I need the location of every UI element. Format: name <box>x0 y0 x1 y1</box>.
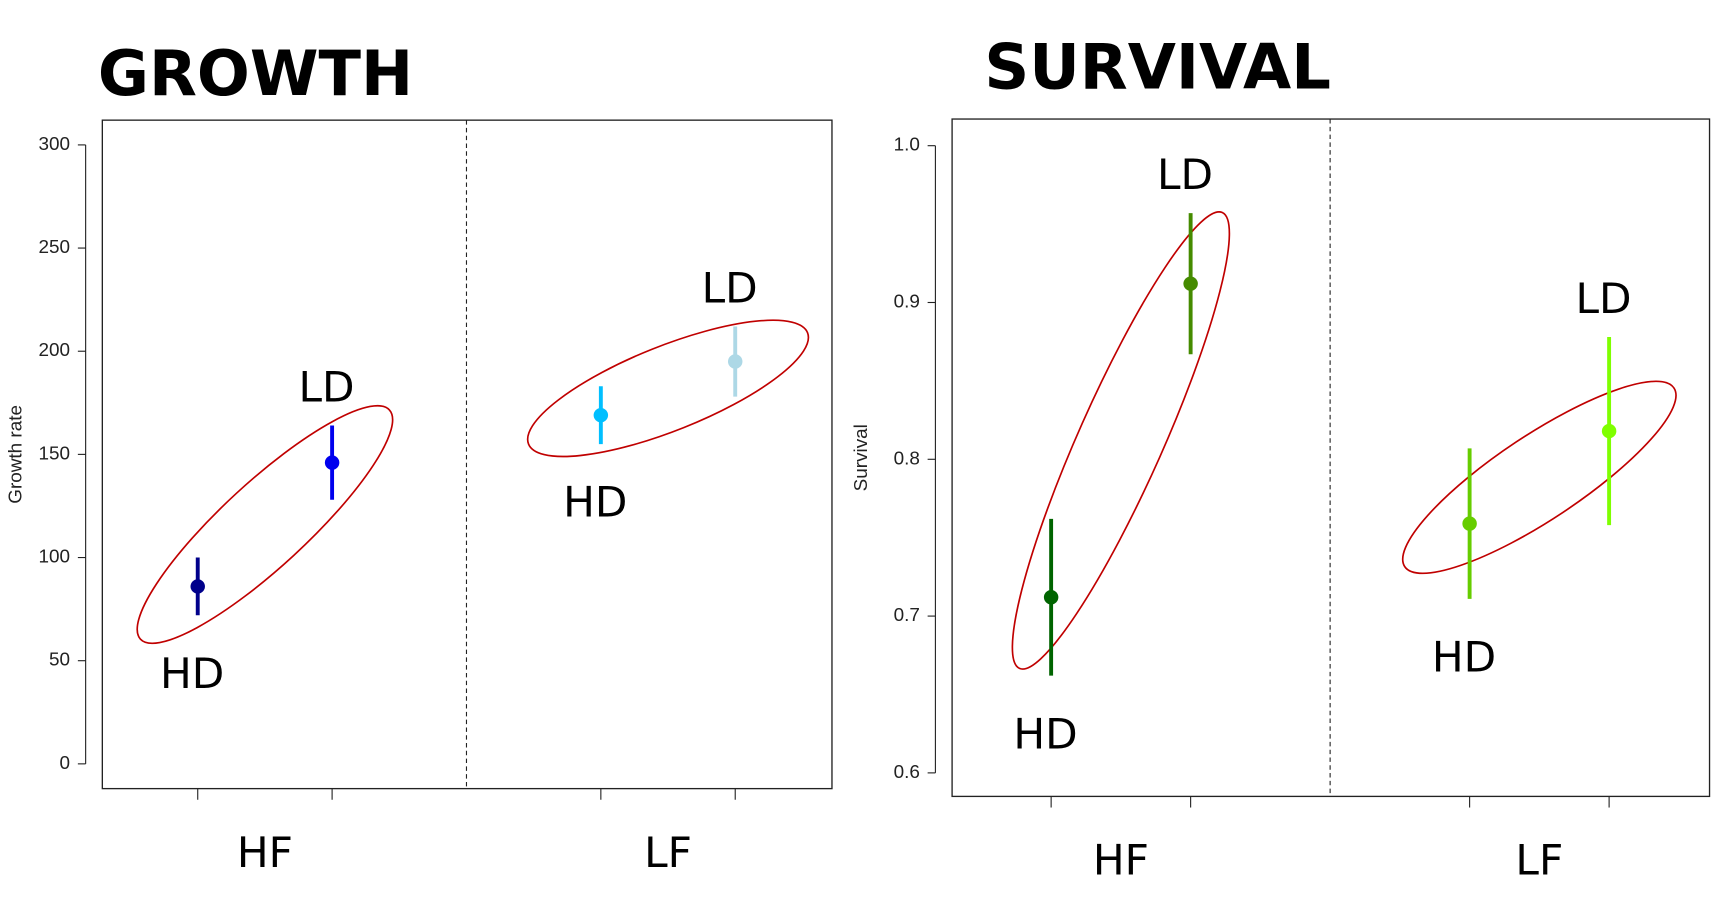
y-tick-label: 0.9 <box>894 291 920 312</box>
point-label: HD <box>160 649 224 698</box>
y-tick-label: 50 <box>49 650 70 671</box>
point <box>593 407 609 423</box>
y-tick-label: 200 <box>39 340 71 361</box>
point-label: LD <box>1576 274 1632 323</box>
point-label: LD <box>702 263 758 312</box>
point <box>727 354 743 369</box>
y-tick-label: 0.8 <box>894 448 920 469</box>
point-label: HD <box>563 478 627 527</box>
point <box>1601 423 1617 439</box>
y-tick-label: 0.6 <box>894 762 920 783</box>
point-label: LD <box>1157 150 1213 199</box>
point <box>1183 276 1198 291</box>
group-label: HF <box>1093 836 1149 885</box>
point-label: HD <box>1432 633 1496 682</box>
panel: GROWTH 0 50 100 150 200 250 300 Growth rate HF HD L… <box>6 37 833 877</box>
y-tick-label: 0.7 <box>894 605 920 626</box>
plot-frame <box>951 118 1711 798</box>
y-tick-label: 250 <box>39 237 71 258</box>
group-ellipse <box>136 404 394 645</box>
group-label: HF <box>237 828 293 877</box>
plot-frame <box>101 119 833 790</box>
point <box>324 455 340 470</box>
y-tick-label: 300 <box>39 134 71 155</box>
y-tick-label: 100 <box>39 547 71 568</box>
group-ellipse <box>1011 211 1231 670</box>
point-label: HD <box>1013 709 1077 758</box>
group-ellipse <box>526 319 810 458</box>
y-tick-label: 1.0 <box>894 135 920 156</box>
y-axis-label: Survival <box>851 424 872 491</box>
point <box>1043 590 1059 605</box>
panel-title: GROWTH <box>98 37 413 110</box>
y-tick-label: 0 <box>60 753 71 774</box>
group-ellipse <box>1401 380 1677 575</box>
group-label: LF <box>1515 836 1563 885</box>
point <box>190 579 205 594</box>
point <box>1462 516 1477 531</box>
group-label: LF <box>644 828 692 877</box>
y-axis-label: Growth rate <box>6 405 27 504</box>
panel: SURVIVAL 0.6 0.7 0.8 0.9 1.0 Survival HF HD LD LF H… <box>851 30 1711 885</box>
panel-title: SURVIVAL <box>984 30 1331 103</box>
y-tick-label: 150 <box>39 443 71 464</box>
point-label: LD <box>299 362 355 411</box>
